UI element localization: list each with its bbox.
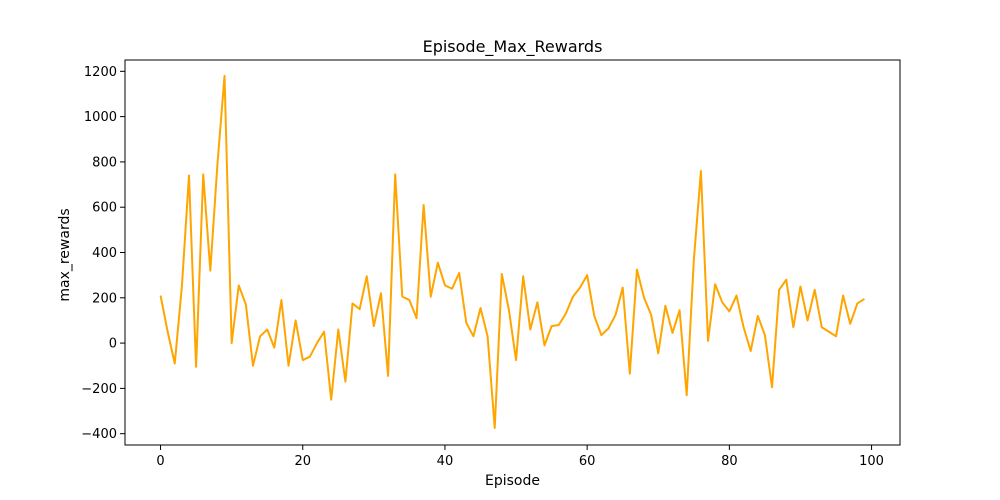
series-group: [159, 74, 865, 430]
x-axis-ticks: 0 20 40 60 80 100: [156, 445, 884, 469]
x-tick-label: 40: [437, 454, 454, 469]
y-tick-label: −400: [81, 427, 117, 442]
y-tick-label: 0: [109, 337, 117, 352]
y-tick-label: −200: [81, 382, 117, 397]
y-tick-label: 800: [92, 155, 117, 170]
y-tick-label: 1200: [84, 65, 117, 80]
y-tick-label: 600: [92, 201, 117, 216]
x-axis-label: Episode: [485, 473, 540, 489]
plot-frame: [124, 59, 901, 446]
y-tick-label: 200: [92, 291, 117, 306]
x-tick-label: 0: [156, 454, 164, 469]
y-axis-ticks: −400 −200 0 200 400 600 800 1000 1200: [81, 65, 125, 442]
x-tick-label: 20: [294, 454, 311, 469]
x-tick-label: 60: [579, 454, 596, 469]
y-tick-label: 1000: [84, 110, 117, 125]
x-tick-label: 100: [859, 454, 884, 469]
y-tick-label: 400: [92, 246, 117, 261]
y-axis-label: max_rewards: [57, 208, 73, 301]
chart-title: Episode_Max_Rewards: [423, 37, 603, 57]
plot-axes: [124, 59, 901, 446]
x-tick-label: 80: [721, 454, 738, 469]
series-line-0: [159, 74, 865, 430]
